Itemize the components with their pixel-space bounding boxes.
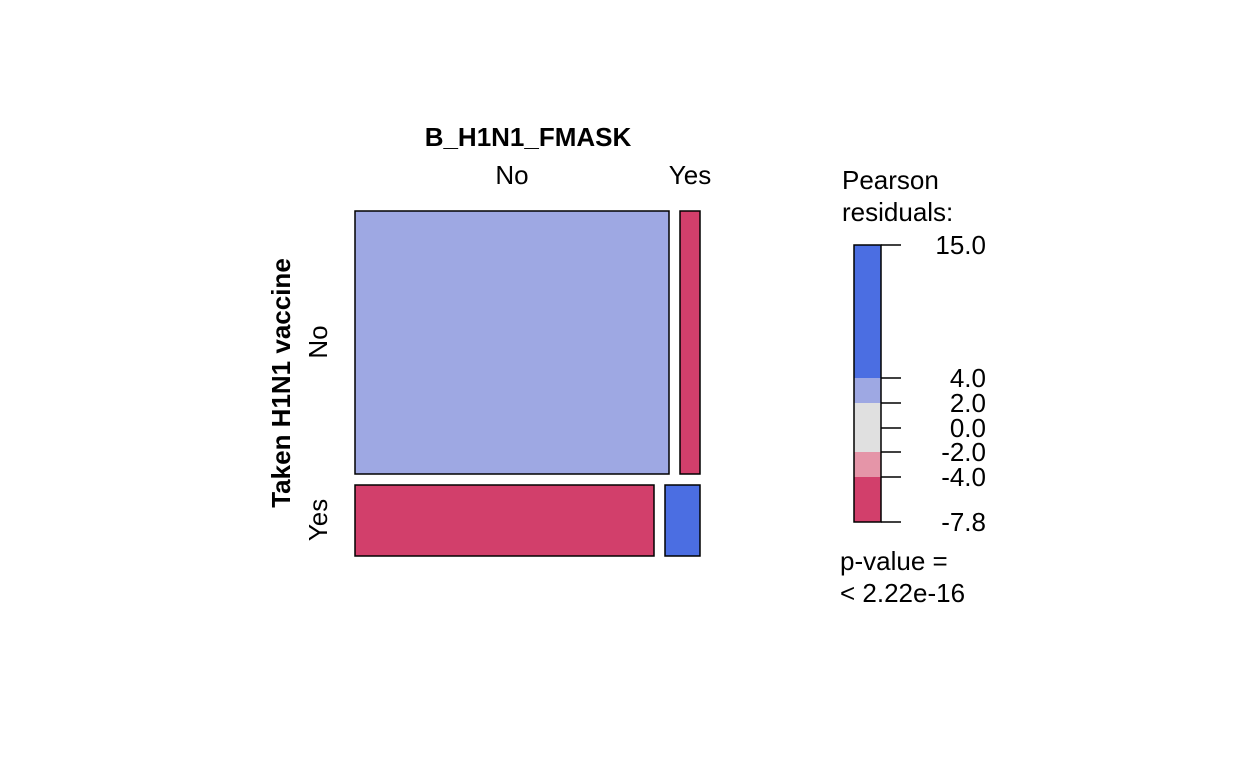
legend-title-line1: Pearson	[842, 165, 939, 195]
side-variable-title: Taken H1N1 vaccine	[266, 258, 296, 508]
legend-tick-label: 15.0	[935, 230, 986, 260]
legend-band-0	[854, 245, 881, 378]
legend-tick-label: 4.0	[950, 363, 986, 393]
legend-tick-label: -4.0	[941, 462, 986, 492]
mosaic-cell-yes-yes	[664, 484, 701, 557]
legend-band-4	[854, 477, 881, 522]
top-variable-title: B_H1N1_FMASK	[425, 122, 632, 152]
legend-color-bar	[854, 245, 881, 522]
legend-tick-label: 2.0	[950, 388, 986, 418]
pvalue-line2: < 2.22e-16	[840, 578, 965, 608]
legend-tick-label: -2.0	[941, 437, 986, 467]
side-level-label-no: No	[303, 325, 333, 358]
legend-band-2	[854, 403, 881, 452]
side-level-label-yes: Yes	[303, 499, 333, 541]
legend-title-line2: residuals:	[842, 197, 953, 227]
mosaic-cell-no-yes	[679, 210, 701, 475]
legend-band-3	[854, 452, 881, 477]
legend-band-1	[854, 378, 881, 403]
legend-ticks: 15.0 4.02.00.0-2.0-4.0 -7.8	[881, 230, 986, 537]
mosaic-cell-yes-no	[354, 484, 655, 557]
pvalue-line1: p-value =	[840, 546, 948, 576]
top-level-label-yes: Yes	[669, 160, 711, 190]
top-level-label-no: No	[495, 160, 528, 190]
legend-tick-label: -7.8	[941, 507, 986, 537]
legend-bar-outline	[853, 244, 882, 523]
legend-tick-label: 0.0	[950, 413, 986, 443]
mosaic-cell-no-no	[354, 210, 670, 475]
